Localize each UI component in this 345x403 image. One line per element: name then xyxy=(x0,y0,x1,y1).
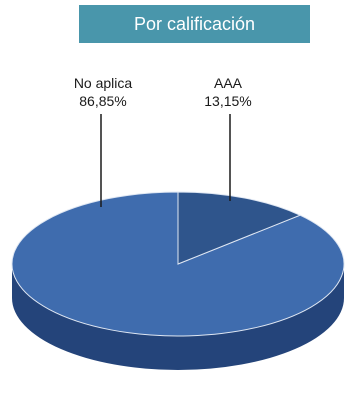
chart-title: Por calificación xyxy=(133,13,256,34)
chart-title-bar: Por calificación xyxy=(79,5,310,43)
slice-value-aaa: 13,15% xyxy=(204,93,251,109)
pie-slice-aaa xyxy=(177,191,302,265)
slice-label-aaa: AAA xyxy=(214,75,243,91)
slice-value-no-aplica: 86,85% xyxy=(79,93,126,109)
pie-top-layer xyxy=(11,191,345,337)
pie-side xyxy=(12,264,344,370)
slice-label-no-aplica: No aplica xyxy=(74,75,133,91)
pie-side-layer xyxy=(12,264,344,370)
leader-lines xyxy=(100,114,231,207)
